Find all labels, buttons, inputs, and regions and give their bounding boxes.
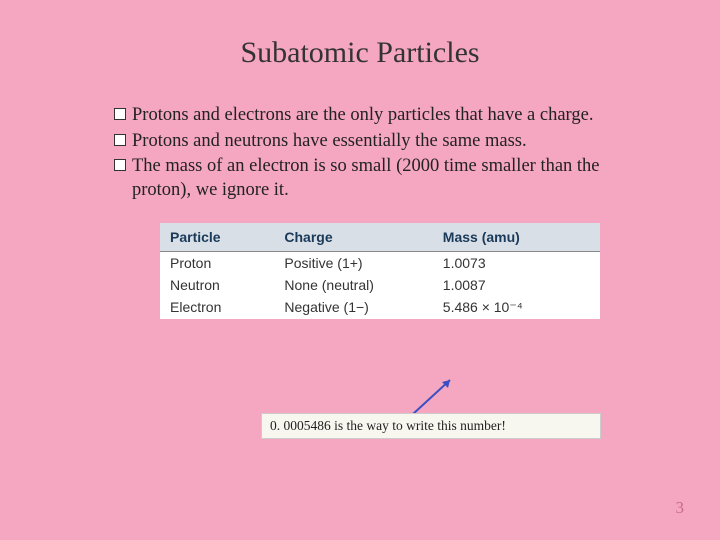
bullet-text: Protons and neutrons have essentially th…	[132, 130, 610, 154]
callout-note: 0. 0005486 is the way to write this numb…	[261, 413, 601, 439]
table-header: Mass (amu)	[433, 223, 600, 252]
table-header: Charge	[274, 223, 432, 252]
table-cell: Electron	[160, 296, 274, 319]
table-header-row: Particle Charge Mass (amu)	[160, 223, 600, 252]
table-row: Proton Positive (1+) 1.0073	[160, 251, 600, 274]
bullet-marker-icon	[114, 134, 126, 146]
particle-table: Particle Charge Mass (amu) Proton Positi…	[160, 223, 600, 319]
table-cell: 1.0073	[433, 251, 600, 274]
bullet-marker-icon	[114, 159, 126, 171]
page-number: 3	[676, 498, 685, 518]
table-cell: None (neutral)	[274, 274, 432, 296]
arrow-icon	[408, 374, 458, 416]
bullet-list: Protons and electrons are the only parti…	[60, 104, 660, 203]
table-cell: Proton	[160, 251, 274, 274]
bullet-item: Protons and electrons are the only parti…	[114, 104, 610, 128]
table-row: Neutron None (neutral) 1.0087	[160, 274, 600, 296]
slide-title: Subatomic Particles	[60, 36, 660, 70]
table-cell: 5.486 × 10⁻⁴	[433, 296, 600, 319]
bullet-text: Protons and electrons are the only parti…	[132, 104, 610, 128]
slide-container: Subatomic Particles Protons and electron…	[0, 0, 720, 540]
table-cell: Neutron	[160, 274, 274, 296]
table-cell: Negative (1−)	[274, 296, 432, 319]
table-row: Electron Negative (1−) 5.486 × 10⁻⁴	[160, 296, 600, 319]
bullet-marker-icon	[114, 108, 126, 120]
table-header: Particle	[160, 223, 274, 252]
particle-table-container: Particle Charge Mass (amu) Proton Positi…	[160, 223, 600, 319]
table-cell: Positive (1+)	[274, 251, 432, 274]
table-cell: 1.0087	[433, 274, 600, 296]
bullet-item: Protons and neutrons have essentially th…	[114, 130, 610, 154]
bullet-text: The mass of an electron is so small (200…	[132, 155, 610, 202]
bullet-item: The mass of an electron is so small (200…	[114, 155, 610, 202]
